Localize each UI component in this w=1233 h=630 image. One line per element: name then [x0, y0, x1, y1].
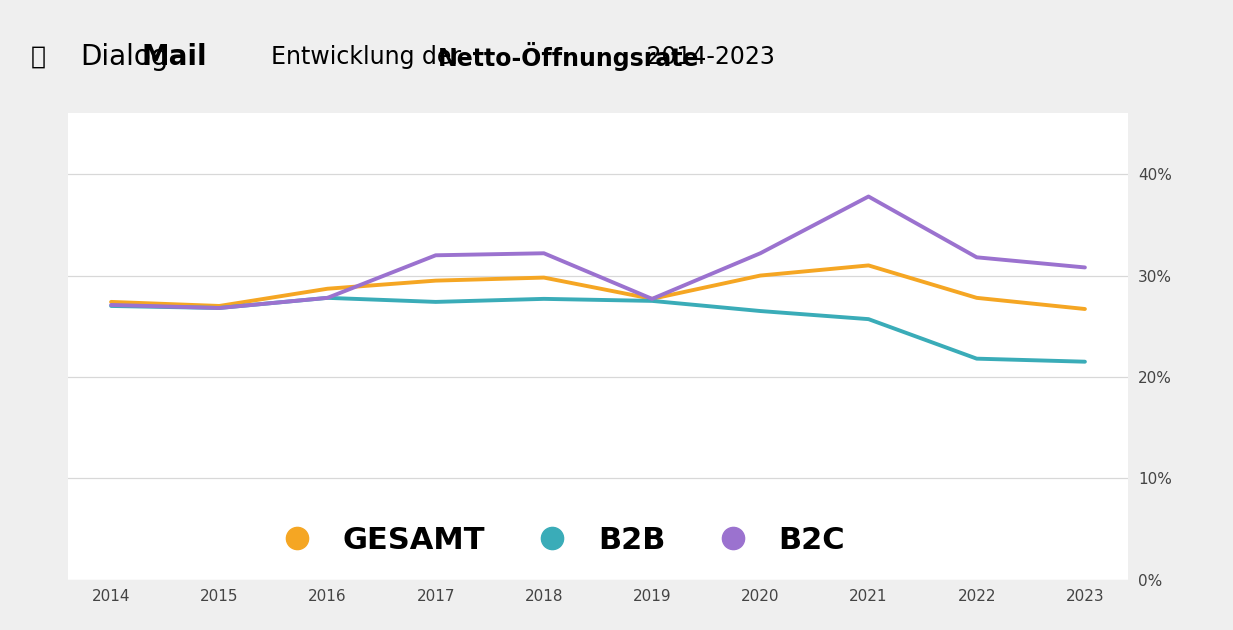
Legend: GESAMT, B2B, B2C: GESAMT, B2B, B2C: [266, 526, 845, 555]
Text: Entwicklung der: Entwicklung der: [271, 45, 469, 69]
Text: Mail: Mail: [142, 43, 207, 71]
Text: Dialog: Dialog: [80, 43, 169, 71]
Text: Netto-Öffnungsrate: Netto-Öffnungsrate: [438, 42, 699, 71]
Text: 2014-2023: 2014-2023: [639, 45, 774, 69]
Text: 📞: 📞: [31, 45, 46, 69]
